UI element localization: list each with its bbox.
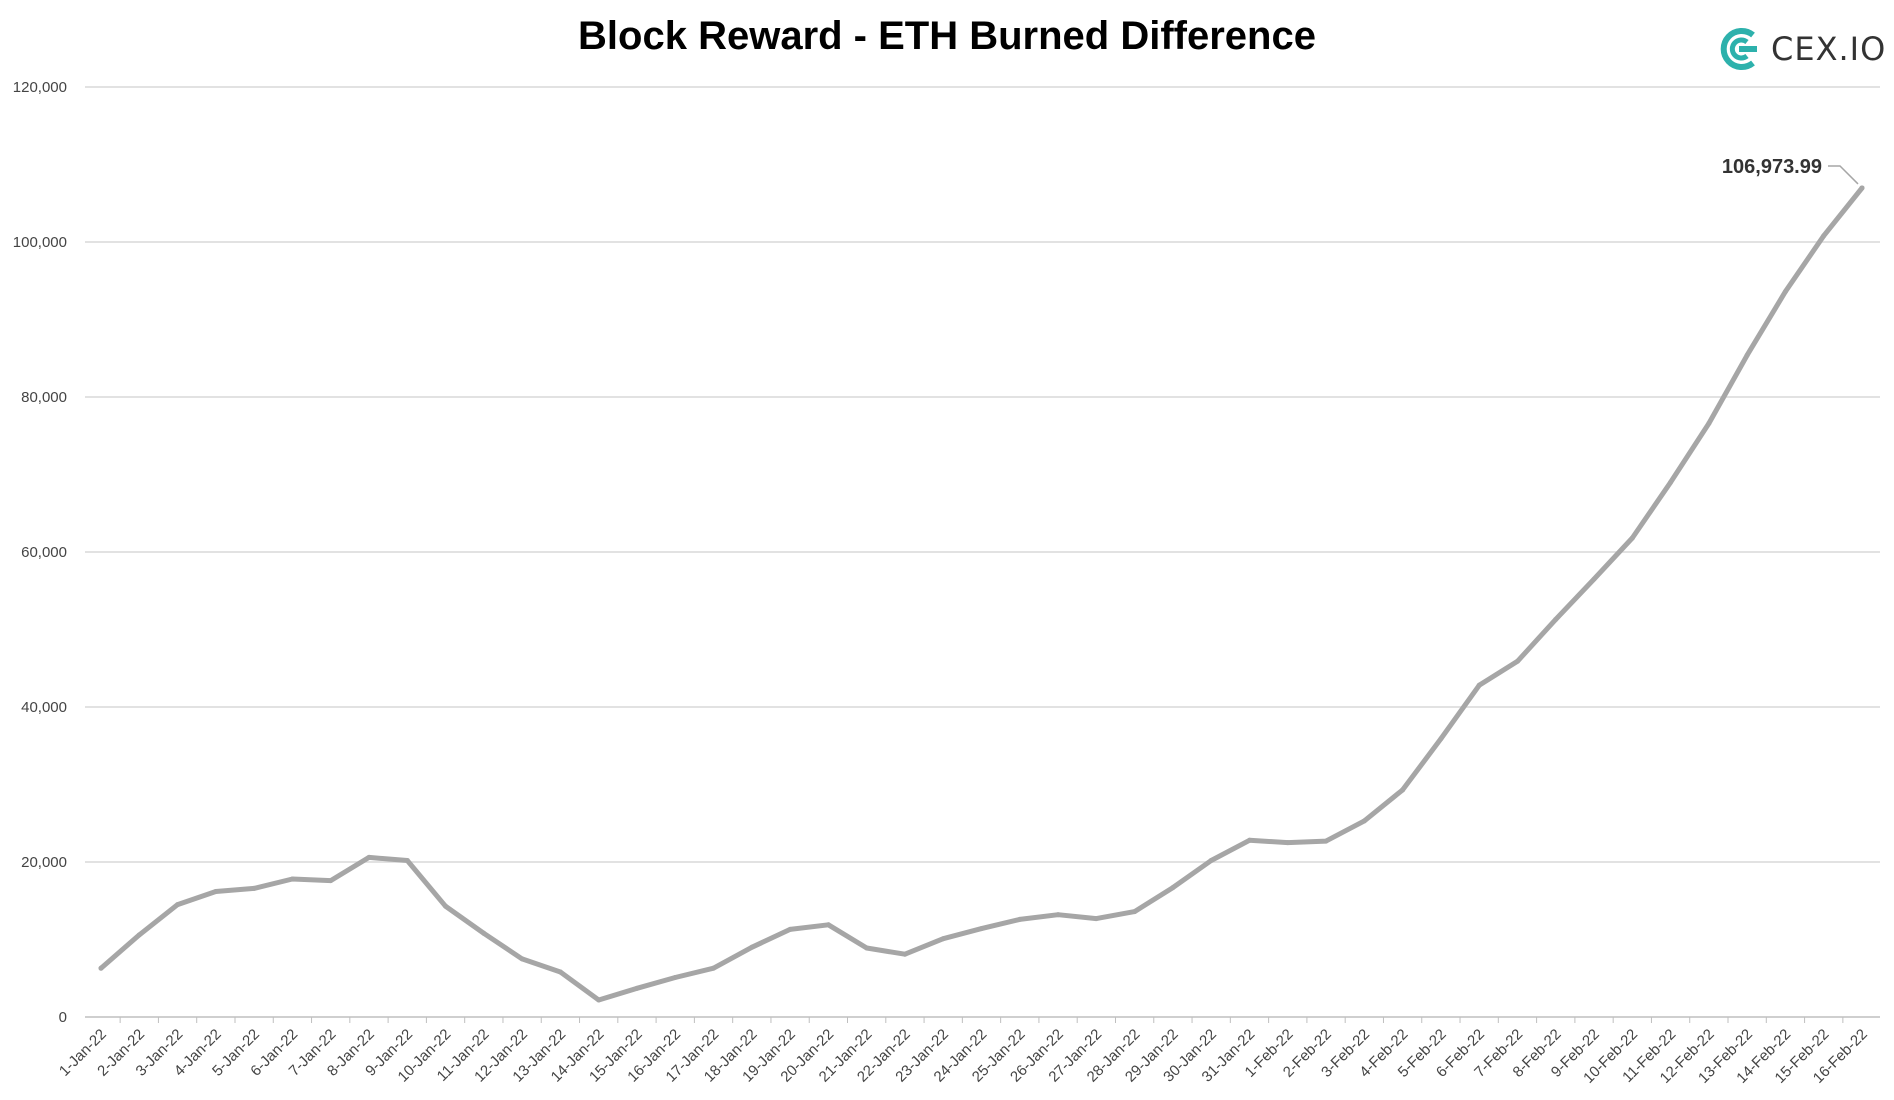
data-point xyxy=(1476,682,1482,688)
annotations: 106,973.99 xyxy=(1722,156,1859,185)
y-tick-label: 120,000 xyxy=(13,79,67,96)
y-axis: 0 20,000 40,000 60,000 80,000 100,000 120,000 xyxy=(13,79,67,1026)
data-point xyxy=(787,926,793,932)
data-point xyxy=(979,926,984,932)
data-point xyxy=(519,956,525,962)
data-point xyxy=(1017,916,1023,922)
data-point xyxy=(1514,658,1520,664)
y-tick-label: 60,000 xyxy=(21,544,67,561)
cex-logo-icon xyxy=(1720,28,1757,70)
data-point xyxy=(825,922,831,928)
series-line xyxy=(98,185,1865,1003)
data-point xyxy=(1591,576,1597,582)
data-point xyxy=(1553,616,1559,622)
data-point xyxy=(404,857,410,863)
plot-area xyxy=(98,185,1865,1003)
data-point xyxy=(175,902,181,908)
data-point xyxy=(366,854,372,860)
cex-logo: CEX.IO xyxy=(1715,25,1886,73)
data-point xyxy=(1285,840,1291,846)
y-tick-label: 100,000 xyxy=(13,234,67,251)
data-point xyxy=(328,878,334,884)
data-point xyxy=(213,888,219,894)
data-point xyxy=(557,969,563,975)
data-point xyxy=(1361,818,1367,824)
chart-title: Block Reward - ETH Burned Difference xyxy=(578,14,1316,58)
y-tick-label: 40,000 xyxy=(21,699,67,716)
y-tick-label: 0 xyxy=(59,1009,67,1026)
data-point xyxy=(1744,352,1750,358)
data-point xyxy=(711,965,717,971)
data-point xyxy=(1323,838,1329,844)
data-point xyxy=(1821,233,1827,239)
data-point xyxy=(1055,912,1061,918)
data-point xyxy=(902,951,908,957)
data-point xyxy=(1438,736,1444,742)
gridlines xyxy=(85,86,1880,1018)
y-tick-label: 80,000 xyxy=(21,389,67,406)
data-point xyxy=(1706,420,1712,426)
data-point xyxy=(1629,535,1635,541)
data-point xyxy=(1132,909,1138,915)
y-tick-label: 20,000 xyxy=(21,854,67,871)
data-point xyxy=(136,932,142,938)
data-point xyxy=(1782,289,1788,295)
data-point xyxy=(1668,479,1674,485)
data-point xyxy=(1400,787,1406,793)
data-point xyxy=(98,965,104,971)
data-point xyxy=(443,903,449,909)
data-point xyxy=(1093,916,1099,922)
data-point xyxy=(749,944,755,950)
data-point xyxy=(940,936,946,942)
data-point xyxy=(481,930,487,936)
data-point xyxy=(1859,185,1865,191)
data-point xyxy=(1246,837,1252,843)
data-point xyxy=(634,985,640,991)
cex-logo-text: CEX.IO xyxy=(1771,30,1887,68)
data-point xyxy=(289,876,295,882)
data-point xyxy=(1170,885,1176,891)
x-axis: 1-Jan-222-Jan-223-Jan-224-Jan-225-Jan-22… xyxy=(56,1017,1871,1087)
data-point xyxy=(864,945,870,951)
data-point xyxy=(672,974,678,980)
data-point xyxy=(596,997,602,1003)
data-point xyxy=(251,885,257,891)
data-point xyxy=(1208,857,1214,863)
annotation-leader xyxy=(1828,165,1859,185)
annotation-label: 106,973.99 xyxy=(1722,156,1822,178)
